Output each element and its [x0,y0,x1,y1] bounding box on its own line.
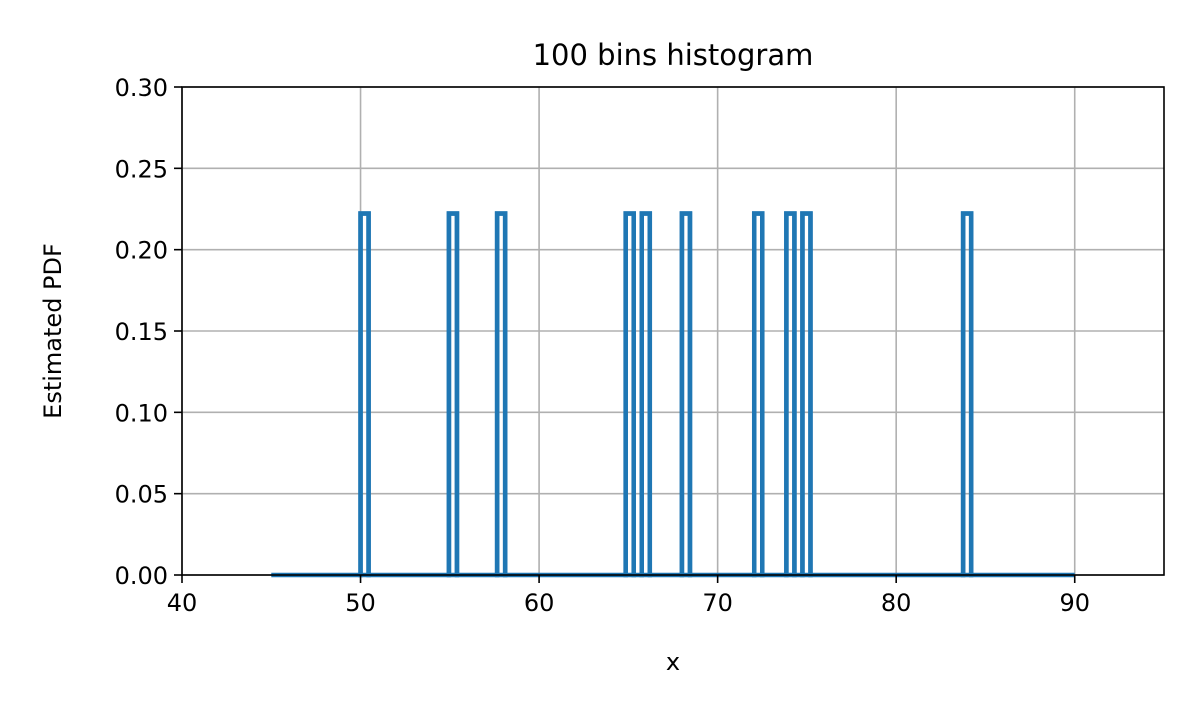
y-tick-label: 0.20 [115,237,168,265]
x-tick-label: 60 [524,589,555,617]
x-tick-label: 80 [881,589,912,617]
histogram-bin [751,211,765,578]
histogram-bin [960,211,974,578]
x-axis-ticks: 40 50 60 70 80 90 [167,575,1090,617]
x-tick-label: 90 [1059,589,1090,617]
histogram-series [271,211,1075,578]
grid-lines [181,86,1164,576]
x-tick-label: 50 [345,589,376,617]
histogram-bin [494,211,508,578]
chart-title: 100 bins histogram [533,38,814,72]
x-tick-label: 40 [167,589,198,617]
y-axis-label: Estimated PDF [39,243,67,419]
y-tick-label: 0.15 [115,318,168,346]
histogram-step-line [271,211,1075,578]
histogram-bin [784,211,797,578]
y-tick-label: 0.05 [115,481,168,509]
y-tick-label: 0.00 [115,562,168,590]
x-axis-label: x [666,648,680,676]
histogram-bin [639,211,653,578]
x-tick-label: 70 [702,589,733,617]
y-axis-ticks: 0.00 0.05 0.10 0.15 0.20 0.25 0.30 [115,74,182,590]
histogram-bin [358,211,371,578]
histogram-bin [623,211,636,578]
histogram-bin [800,211,813,578]
y-tick-label: 0.25 [115,155,168,183]
y-tick-label: 0.30 [115,74,168,102]
histogram-bin [679,211,693,578]
histogram-bin [446,211,460,578]
y-tick-label: 0.10 [115,399,168,427]
